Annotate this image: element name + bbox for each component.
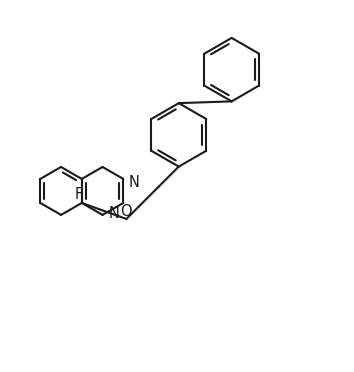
Text: F: F: [75, 187, 83, 202]
Text: O: O: [121, 205, 132, 219]
Text: N: N: [109, 206, 120, 221]
Text: N: N: [129, 175, 140, 190]
